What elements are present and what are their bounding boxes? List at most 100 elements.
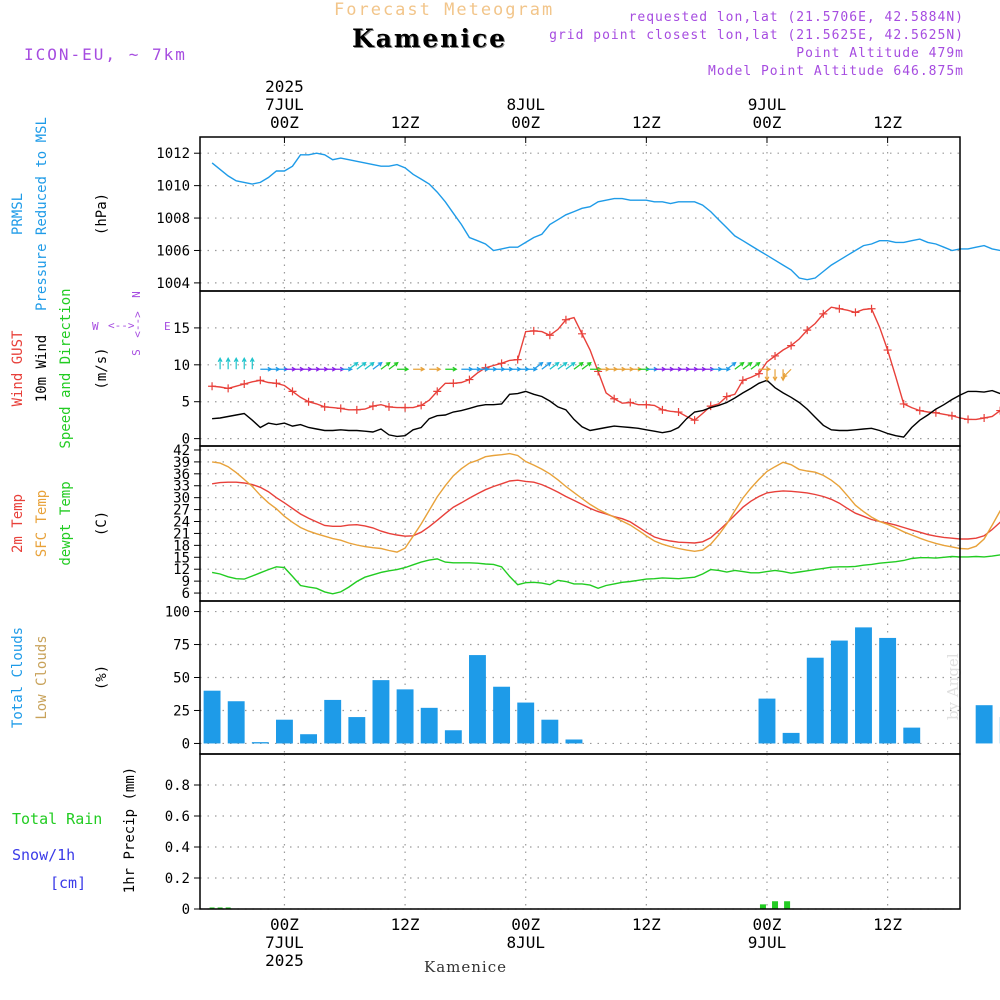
y-tick-label: 0.4 xyxy=(165,840,190,856)
bar-total_clouds xyxy=(469,655,486,744)
y-tick-label: 75 xyxy=(173,638,190,654)
y-axis-label: dewpt Temp xyxy=(58,481,74,565)
time-label-bottom: 9JUL xyxy=(748,933,787,952)
y-axis-unit: (hPa) xyxy=(94,193,110,235)
wind-arrow xyxy=(764,369,770,382)
y-tick-label: 18 xyxy=(173,538,190,554)
y-tick-label: 30 xyxy=(173,491,190,507)
panel-pressure: 1004 1006 1008 1010 1012 PRMSL Pressure Reduce… xyxy=(10,117,1000,311)
time-label-bottom: 2025 xyxy=(265,951,304,970)
wind-arrow xyxy=(225,356,231,370)
gust-marker xyxy=(996,406,1000,415)
wind-arrow xyxy=(372,361,383,370)
bar-total_clouds xyxy=(782,732,800,744)
time-label-top: 12Z xyxy=(391,113,420,132)
gust-marker xyxy=(738,376,747,385)
panel-wind: 0 5 10 15 Wind GUST 10m Wind Speed and Directi… xyxy=(10,288,1000,449)
y-axis-label: SFC Temp xyxy=(34,490,50,557)
y-axis-label: PRMSL xyxy=(10,193,26,235)
gust-marker xyxy=(626,398,635,407)
bar-total_clouds xyxy=(855,627,872,744)
y-tick-label: 6 xyxy=(182,586,190,602)
wind-arrow xyxy=(340,366,353,372)
wind-arrow xyxy=(445,366,458,372)
wind-arrow xyxy=(533,361,544,370)
bar-rain xyxy=(784,901,791,909)
gust-marker xyxy=(706,402,715,411)
y-axis-unit: (%) xyxy=(94,665,110,690)
bar-total_clouds xyxy=(493,686,511,744)
y-axis-label: 10m Wind xyxy=(34,335,50,402)
gust-marker xyxy=(545,331,554,340)
y-axis-label: Total Clouds xyxy=(10,627,26,728)
gust-marker xyxy=(722,392,731,401)
bar-total_clouds xyxy=(517,702,535,744)
y-tick-label: 36 xyxy=(173,467,190,483)
gust-marker xyxy=(384,402,393,411)
y-tick-label: 5 xyxy=(182,395,190,411)
panel-frame xyxy=(199,753,961,910)
gust-marker xyxy=(690,416,699,425)
gust-marker xyxy=(610,394,619,403)
wind-arrow xyxy=(397,366,410,372)
bar-total_clouds xyxy=(565,739,583,744)
wind-arrow xyxy=(356,361,367,370)
y-axis-label: 2m Temp xyxy=(10,494,26,553)
time-label-top: 00Z xyxy=(753,113,782,132)
footer-location: Kamenice xyxy=(424,958,507,976)
gust-marker xyxy=(931,408,940,417)
y-tick-label: 1004 xyxy=(156,276,190,292)
y-tick-label: 100 xyxy=(165,605,190,621)
wind-arrow xyxy=(388,361,399,370)
y-tick-label: 0 xyxy=(182,902,190,918)
gust-marker xyxy=(465,375,474,384)
compass-w-label: W xyxy=(92,320,99,333)
series-pressure xyxy=(211,152,1000,281)
y-tick-label: 0 xyxy=(182,432,190,448)
time-label-bottom: 00Z xyxy=(511,915,540,934)
y-tick-label: 0.8 xyxy=(165,778,190,794)
wind-arrow xyxy=(241,356,247,370)
y-tick-label: 1008 xyxy=(156,211,190,227)
gust-marker xyxy=(256,376,265,385)
wind-arrow xyxy=(780,369,786,382)
time-label-top: 2025 xyxy=(265,77,304,96)
wind-arrow xyxy=(758,366,772,372)
time-label-bottom: 12Z xyxy=(632,915,661,934)
bar-rain xyxy=(225,907,231,909)
compass-e-label: E xyxy=(164,320,171,333)
time-label-bottom: 00Z xyxy=(270,915,299,934)
time-label-top: 7JUL xyxy=(265,95,304,114)
series-wind xyxy=(212,379,1000,438)
series-gust xyxy=(212,306,1000,422)
time-label-top: 9JUL xyxy=(748,95,787,114)
gust-marker xyxy=(304,397,313,406)
compass-h-axis: <--> xyxy=(108,319,135,332)
y-axis-label: 1hr Precip (mm) xyxy=(122,767,138,893)
gust-marker xyxy=(803,326,812,335)
gust-marker xyxy=(980,413,989,422)
wind-arrow xyxy=(565,361,576,370)
wind-arrow xyxy=(413,366,426,372)
gust-marker xyxy=(658,405,667,414)
gust-marker xyxy=(674,408,683,417)
bar-rain xyxy=(217,907,223,909)
wind-arrow xyxy=(233,356,239,370)
y-axis-label: Wind GUST xyxy=(10,330,26,406)
series-dewpt xyxy=(211,554,1000,595)
wind-arrow xyxy=(380,361,391,370)
gust-marker xyxy=(561,315,570,324)
gust-marker xyxy=(867,304,876,313)
time-label-bottom: 12Z xyxy=(391,915,420,934)
gust-marker xyxy=(851,308,860,317)
panel-frame xyxy=(199,136,961,292)
y-tick-label: 12 xyxy=(173,562,190,578)
y-tick-label: 25 xyxy=(173,703,190,719)
bar-rain xyxy=(772,901,779,909)
product-title: Forecast Meteogram xyxy=(334,0,555,20)
gust-marker xyxy=(320,402,329,411)
time-label-bottom: 00Z xyxy=(753,915,782,934)
time-label-top: 12Z xyxy=(632,113,661,132)
gust-marker xyxy=(754,369,763,378)
